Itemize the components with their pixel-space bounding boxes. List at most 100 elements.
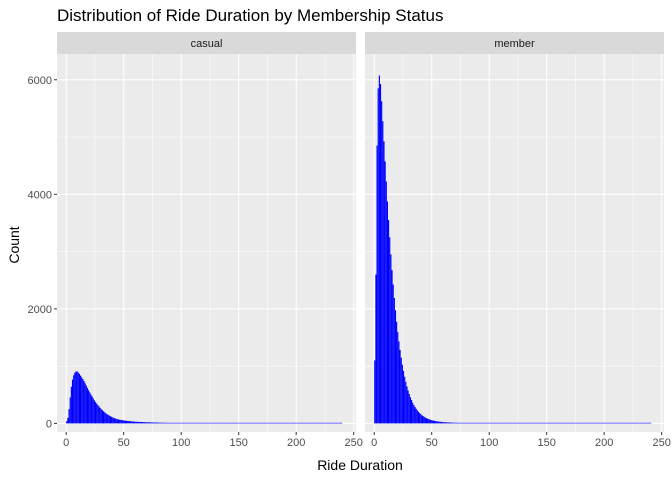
histogram-bar: [260, 422, 262, 424]
histogram-bar: [206, 422, 208, 424]
histogram-bar: [160, 422, 162, 424]
histogram-bar: [638, 422, 640, 424]
histogram-bar: [551, 422, 553, 424]
histogram-bar: [132, 421, 135, 424]
histogram-bar: [402, 371, 405, 424]
histogram-bar: [374, 360, 376, 424]
histogram-bar: [627, 422, 629, 424]
histogram-bar: [455, 422, 457, 424]
histogram-bar: [632, 422, 635, 424]
histogram-bar: [106, 414, 108, 424]
histogram-bar: [135, 421, 137, 424]
histogram-bar: [147, 422, 149, 424]
histogram-bar: [628, 422, 630, 424]
histogram-bar: [396, 321, 398, 424]
histogram-bar: [282, 422, 284, 424]
histogram-bar: [105, 413, 107, 424]
histogram-bar: [540, 422, 543, 424]
histogram-bar: [414, 406, 416, 424]
histogram-bar: [379, 84, 382, 424]
histogram-bar: [243, 422, 245, 424]
histogram-bar: [576, 422, 578, 424]
histogram-bar: [568, 422, 570, 424]
histogram-bar: [84, 383, 86, 424]
histogram-bar: [312, 422, 314, 424]
histogram-bar: [257, 422, 259, 424]
histogram-bar: [134, 421, 136, 424]
histogram-bar: [450, 422, 452, 424]
histogram-bar: [492, 422, 494, 424]
histogram-bar: [261, 422, 263, 424]
histogram-bar: [573, 422, 575, 424]
histogram-bar: [569, 422, 571, 424]
histogram-bar: [458, 422, 460, 424]
histogram-bar: [185, 422, 187, 424]
histogram-bar: [405, 381, 407, 424]
histogram-bar: [509, 422, 512, 424]
histogram-bar: [429, 419, 431, 424]
histogram-bar: [90, 394, 92, 424]
histogram-bar: [116, 419, 118, 424]
histogram-bar: [290, 422, 292, 424]
histogram-bar: [535, 422, 537, 424]
histogram-bar: [431, 420, 433, 424]
facet-strip-label: casual: [191, 38, 223, 50]
histogram-bar: [577, 422, 579, 424]
histogram-bar: [91, 396, 93, 424]
x-tick-label: 100: [480, 437, 498, 449]
histogram-bar: [229, 422, 231, 424]
histogram-bar: [437, 421, 439, 424]
panel-background: [365, 54, 664, 432]
x-axis-title: Ride Duration: [317, 457, 403, 473]
histogram-bar: [543, 422, 545, 424]
histogram-bar: [123, 420, 125, 424]
histogram-bar: [560, 422, 562, 424]
histogram-bar: [470, 422, 472, 424]
histogram-bar: [549, 422, 551, 424]
histogram-bar: [507, 422, 509, 424]
y-tick-label: 6000: [28, 75, 52, 87]
histogram-bar: [315, 422, 317, 424]
histogram-bar: [272, 422, 274, 424]
histogram-bar: [503, 422, 505, 424]
histogram-bar: [174, 422, 176, 424]
histogram-bar: [616, 422, 618, 424]
histogram-bar: [580, 422, 582, 424]
histogram-bar: [335, 422, 337, 424]
histogram-bar: [137, 421, 139, 424]
histogram-bar: [231, 422, 233, 424]
histogram-bar: [613, 422, 615, 424]
histogram-bar: [104, 412, 106, 424]
histogram-bar: [97, 404, 99, 424]
histogram-bar: [214, 422, 216, 424]
histogram-bar: [99, 407, 101, 424]
histogram-bar: [85, 385, 87, 424]
histogram-bar: [505, 422, 507, 424]
y-axis-title: Count: [6, 226, 22, 263]
histogram-bar: [481, 422, 483, 424]
histogram-bar: [219, 422, 221, 424]
histogram-bar: [382, 121, 384, 424]
histogram-bar: [641, 422, 643, 424]
histogram-bar: [637, 422, 639, 424]
histogram-bar: [196, 422, 198, 424]
histogram-bar: [376, 145, 378, 424]
histogram-bar: [81, 377, 83, 424]
histogram-bar: [178, 422, 181, 424]
histogram-bar: [154, 422, 156, 424]
histogram-bar: [310, 422, 312, 424]
histogram-bar: [222, 422, 224, 424]
histogram-bar: [521, 422, 523, 424]
histogram-bar: [635, 422, 637, 424]
histogram-bar: [424, 417, 426, 424]
histogram-bar: [593, 422, 595, 424]
histogram-bar: [527, 422, 529, 424]
histogram-bar: [448, 422, 451, 424]
histogram-bar: [269, 422, 271, 424]
histogram-bar: [542, 422, 544, 424]
histogram-bar: [98, 406, 100, 424]
histogram-bar: [218, 422, 220, 424]
histogram-bar: [334, 422, 336, 424]
histogram-bar: [612, 422, 614, 424]
